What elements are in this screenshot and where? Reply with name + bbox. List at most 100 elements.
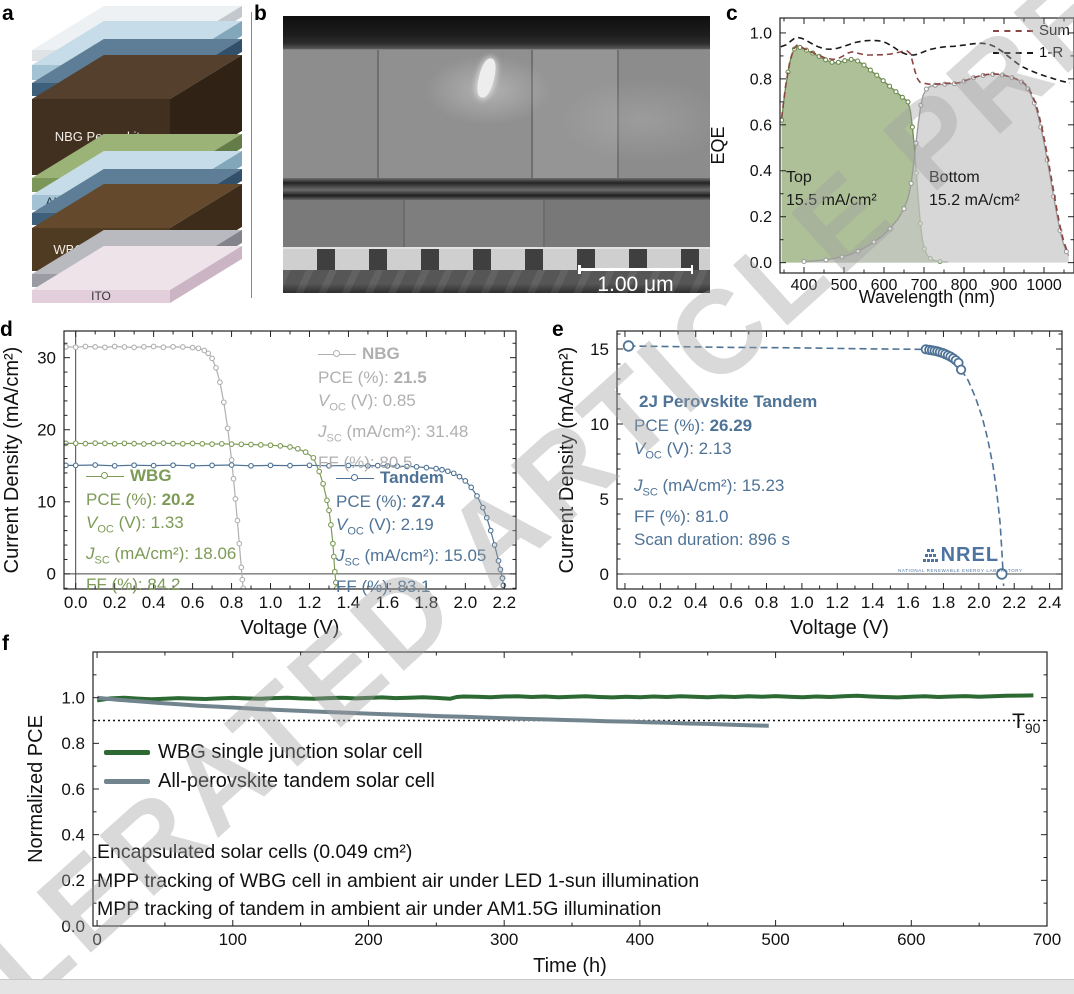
- svg-text:0.4: 0.4: [684, 593, 708, 612]
- tandem-line-swatch: [336, 474, 374, 482]
- svg-text:0.6: 0.6: [181, 593, 205, 612]
- legend-item-wbg: WBG single junction solar cell: [104, 738, 435, 767]
- nrel-logo: NREL NATIONAL RENEWABLE ENERGY LABORATOR…: [898, 544, 1023, 573]
- note-line: MPP tracking of WBG cell in ambient air …: [97, 869, 700, 892]
- sem-ito-band: [283, 247, 710, 270]
- svg-text:1.4: 1.4: [337, 593, 361, 612]
- svg-text:2.4: 2.4: [1038, 593, 1062, 612]
- svg-text:1.2: 1.2: [825, 593, 849, 612]
- panel-e-label: e: [552, 318, 564, 341]
- wbg-line-swatch: [104, 750, 150, 755]
- svg-text:500: 500: [761, 930, 789, 949]
- nrel-caption: NATIONAL RENEWABLE ENERGY LABORATORY: [898, 568, 1023, 573]
- scale-bar-line: [578, 265, 693, 274]
- svg-text:1.0: 1.0: [790, 593, 814, 612]
- svg-text:10: 10: [590, 415, 609, 434]
- device-stack-diagram: AgALD SnOxC60NBG PerovskitePEDOT:PSSALD …: [30, 5, 260, 316]
- page-footer-band: [0, 979, 1074, 994]
- svg-text:500: 500: [831, 277, 858, 294]
- note-line: MPP tracking of tandem in ambient air un…: [97, 898, 662, 920]
- svg-text:1.0: 1.0: [259, 593, 283, 612]
- svg-text:0.0: 0.0: [613, 593, 637, 612]
- svg-text:Current Density (mA/cm²): Current Density (mA/cm²): [1, 347, 23, 574]
- svg-text:700: 700: [1033, 930, 1061, 949]
- wbg-legend-row: WBG: [86, 464, 236, 488]
- legend-label: 1-R: [1039, 44, 1064, 61]
- sem-substrate-band: [283, 270, 710, 293]
- svg-text:2.2: 2.2: [1002, 593, 1026, 612]
- sem-scale-bar: 1.00 μm: [578, 265, 693, 297]
- svg-text:800: 800: [951, 277, 978, 294]
- svg-text:300: 300: [490, 930, 518, 949]
- svg-text:0: 0: [47, 565, 56, 584]
- svg-text:0.8: 0.8: [61, 734, 85, 753]
- svg-text:600: 600: [871, 277, 898, 294]
- svg-text:0.2: 0.2: [649, 593, 673, 612]
- certified-stats-block: 2J Perovskite Tandem PCE (%): 26.29 VOC …: [634, 392, 818, 550]
- note-line: Encapsulated solar cells (0.049 cm²): [97, 841, 413, 863]
- nbg-stats-block: NBG PCE (%): 21.5 VOC (V): 0.85 JSC (mA/…: [318, 342, 469, 472]
- certified-jv-chart: 0.0 0.2 0.4 0.6 0.8 1.0 1.2 1.4 1.6 1.8 2.0 2.2 2.4 0…: [556, 316, 1074, 650]
- panel-f-label: f: [2, 632, 9, 655]
- svg-text:0.8: 0.8: [755, 593, 779, 612]
- stability-notes: Encapsulated solar cells (0.049 cm²) MPP…: [97, 838, 699, 924]
- legend-item-tandem: All-perovskite tandem solar cell: [104, 767, 435, 796]
- svg-text:0.6: 0.6: [750, 117, 772, 134]
- svg-text:200: 200: [354, 930, 382, 949]
- svg-text:15: 15: [590, 340, 609, 359]
- svg-text:400: 400: [791, 277, 818, 294]
- panel-c-label: c: [726, 2, 738, 25]
- eqe-legend: Sum 1-R: [993, 20, 1070, 64]
- reflectance-dash-swatch: [993, 52, 1033, 54]
- svg-text:0.2: 0.2: [750, 209, 772, 226]
- tandem-line-swatch: [104, 779, 150, 784]
- svg-text:1.8: 1.8: [415, 593, 439, 612]
- svg-text:1.0: 1.0: [750, 25, 772, 42]
- svg-text:0.4: 0.4: [750, 163, 772, 180]
- svg-text:1.2: 1.2: [298, 593, 322, 612]
- svg-text:Normalized PCE: Normalized PCE: [25, 715, 47, 863]
- svg-text:1.4: 1.4: [861, 593, 885, 612]
- svg-text:Voltage (V): Voltage (V): [790, 617, 889, 639]
- nbg-legend-row: NBG: [318, 342, 468, 366]
- svg-text:10: 10: [37, 493, 56, 512]
- jv-comparison-chart: 0.0 0.2 0.4 0.6 0.8 1.0 1.2 1.4 1.6 1.8 2.0 2.2 0 10 2…: [0, 316, 556, 650]
- eqe-chart: 400 500 600 700 800 900 1000 0.0 0.2 0.4 0.6 0.8 1.0…: [704, 2, 1074, 312]
- svg-text:700: 700: [911, 277, 938, 294]
- bottom-cell-annotation: Bottom 15.2 mA/cm²: [929, 169, 1020, 209]
- svg-text:0.6: 0.6: [719, 593, 743, 612]
- panel-divider-line: [251, 12, 252, 298]
- legend-item-sum: Sum: [993, 20, 1070, 42]
- svg-text:20: 20: [37, 421, 56, 440]
- svg-text:5: 5: [600, 490, 609, 509]
- panel-d-label: d: [0, 318, 13, 341]
- panel-b-label: b: [254, 2, 267, 25]
- svg-text:Time (h): Time (h): [533, 955, 607, 977]
- svg-text:0.4: 0.4: [142, 593, 166, 612]
- svg-text:Voltage (V): Voltage (V): [241, 617, 340, 639]
- svg-text:400: 400: [626, 930, 654, 949]
- scale-bar-label: 1.00 μm: [597, 273, 674, 296]
- svg-text:Current Density (mA/cm²): Current Density (mA/cm²): [556, 347, 578, 574]
- stack-layer: ITO: [32, 290, 170, 303]
- panel-a-label: a: [2, 2, 14, 25]
- nbg-line-swatch: [318, 350, 356, 358]
- svg-text:0.0: 0.0: [750, 255, 772, 272]
- stack-layer-label: ITO: [91, 289, 111, 303]
- stability-legend: WBG single junction solar cell All-perov…: [104, 738, 435, 796]
- legend-label: All-perovskite tandem solar cell: [158, 770, 435, 792]
- svg-text:2.2: 2.2: [492, 593, 516, 612]
- svg-text:1.6: 1.6: [896, 593, 920, 612]
- t90-threshold-label: T90: [1012, 710, 1041, 737]
- svg-text:0.8: 0.8: [750, 71, 772, 88]
- svg-text:EQE: EQE: [708, 126, 728, 164]
- legend-label: Sum: [1039, 22, 1070, 39]
- svg-text:1000: 1000: [1026, 277, 1062, 294]
- svg-text:0.4: 0.4: [61, 825, 85, 844]
- sem-nbg-perovskite-band: [283, 50, 710, 178]
- svg-text:30: 30: [37, 348, 56, 367]
- legend-label: WBG single junction solar cell: [158, 741, 423, 763]
- sum-dash-swatch: [993, 30, 1033, 32]
- svg-text:0: 0: [600, 565, 609, 584]
